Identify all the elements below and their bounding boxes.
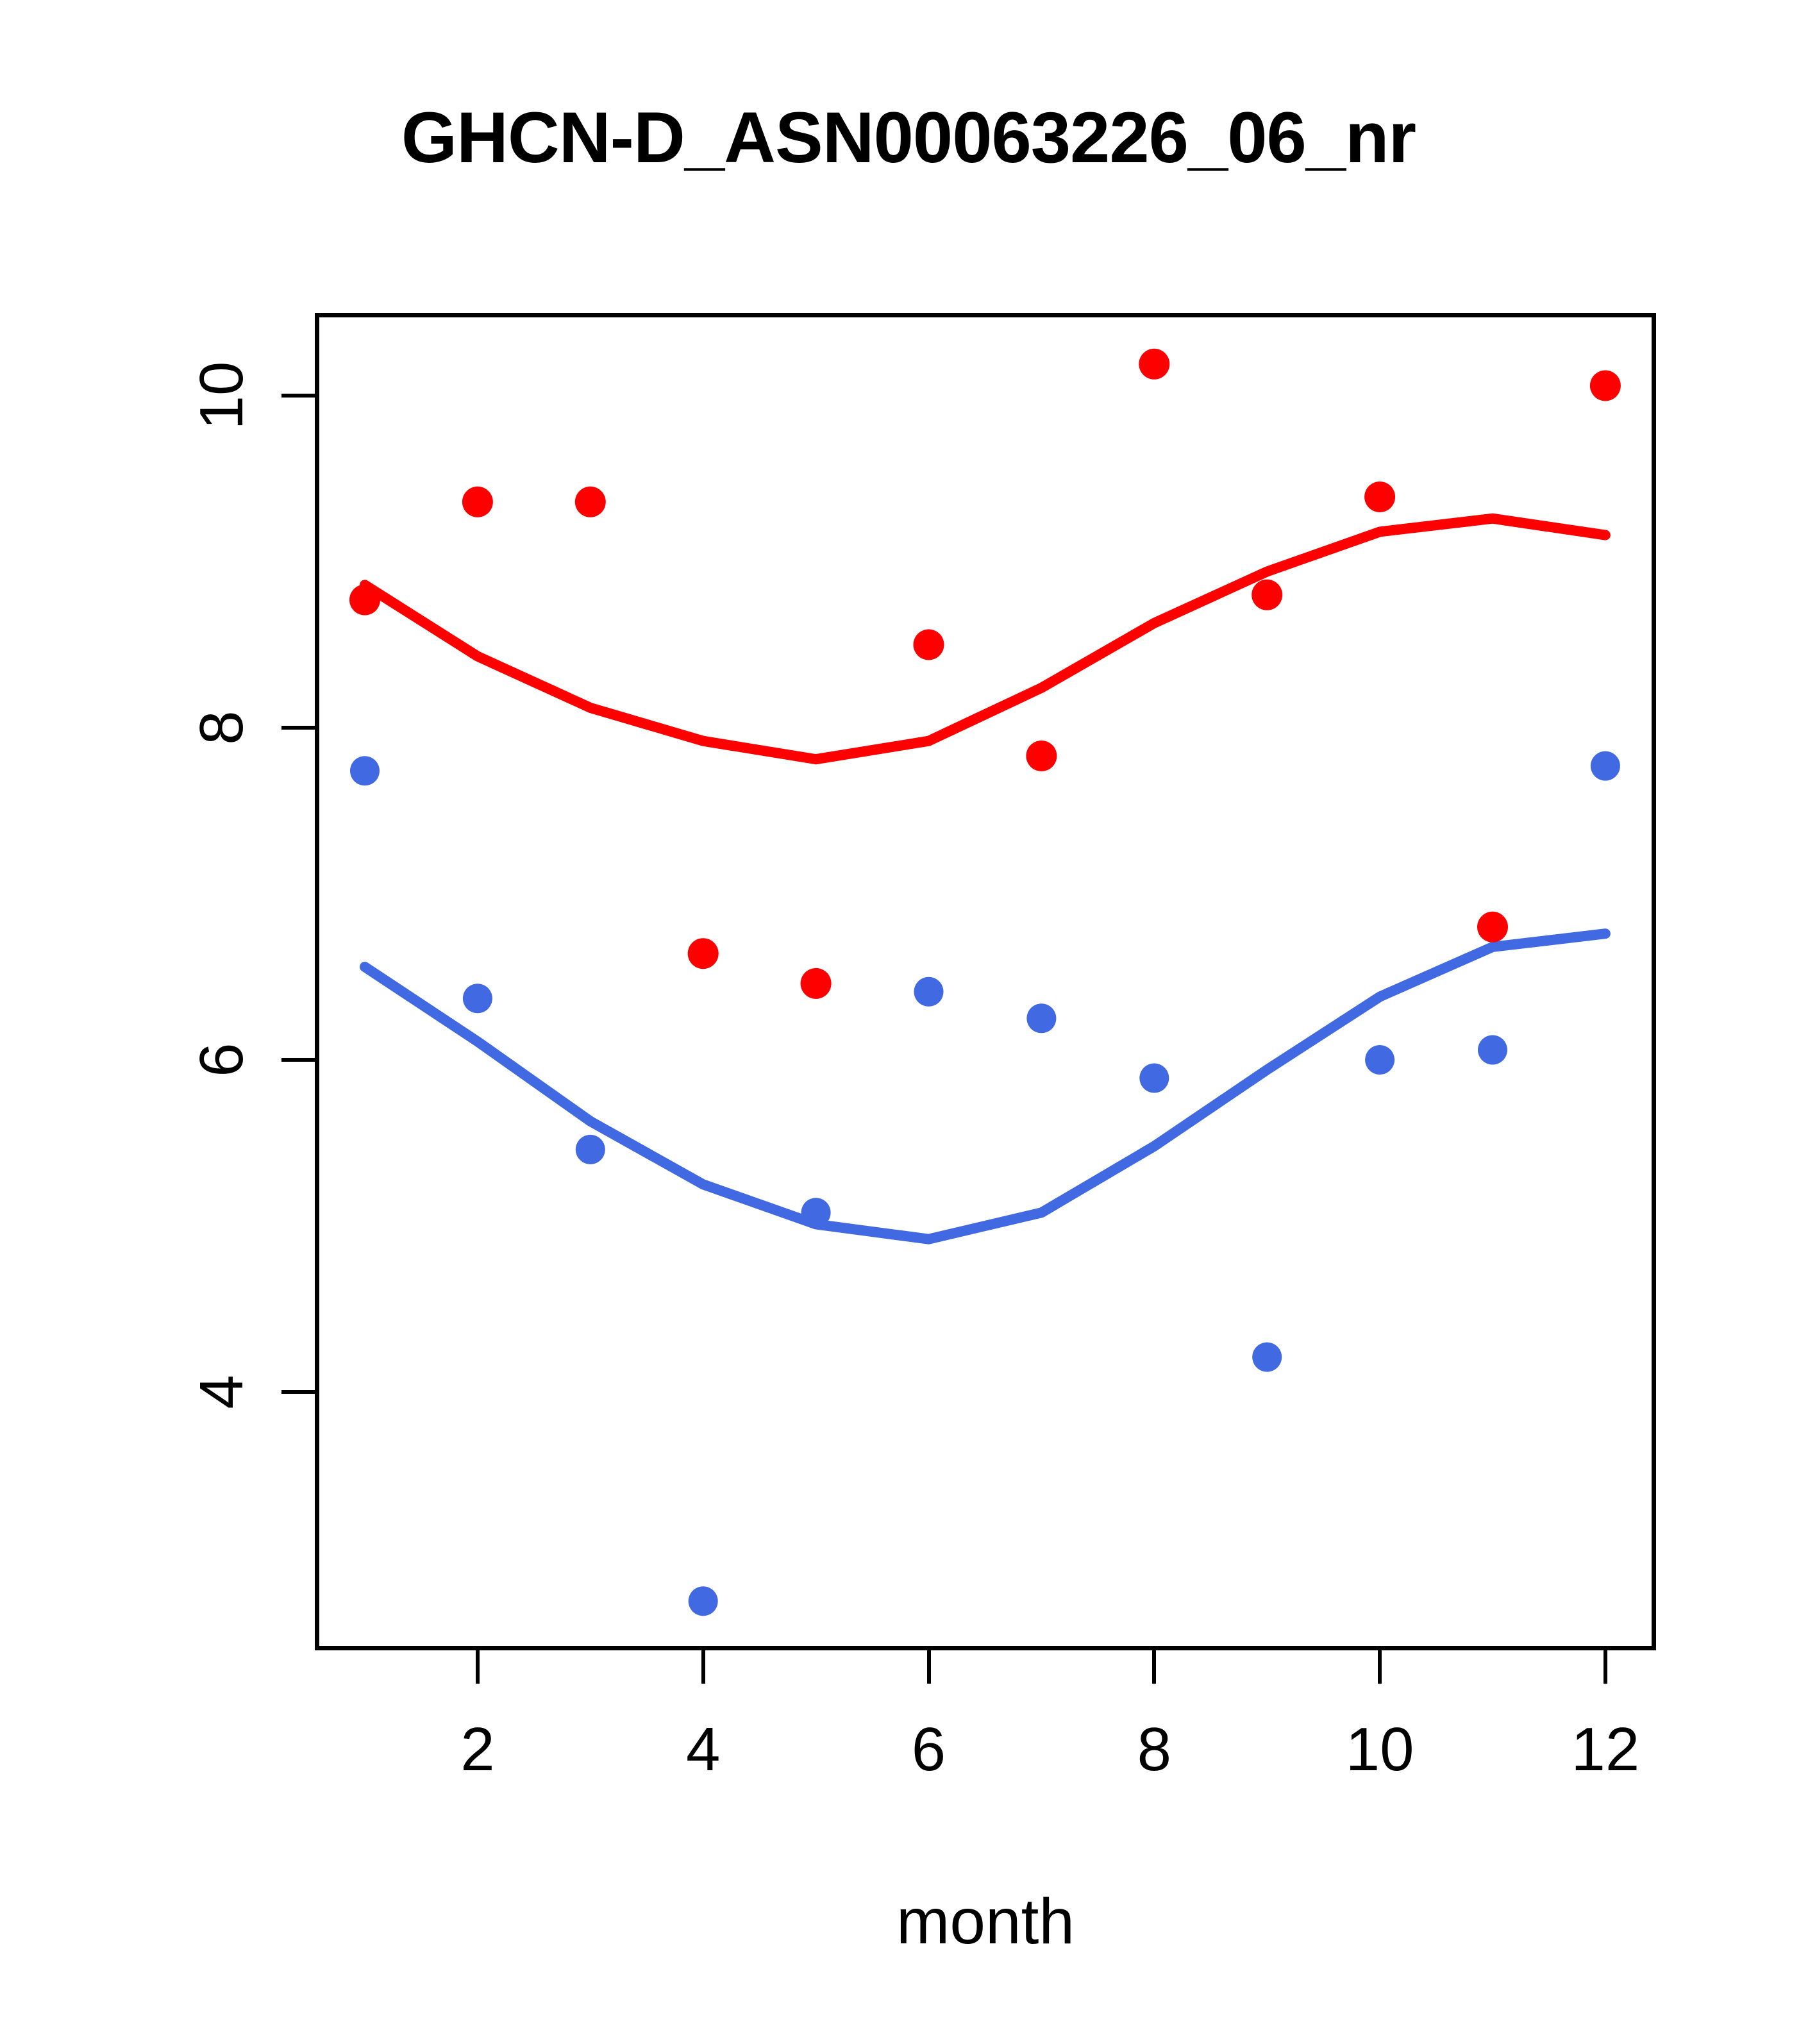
x-axis-tick <box>926 1650 931 1684</box>
page-title: GHCN-D_ASN00063226_06_nr <box>401 97 1416 178</box>
x-axis-tick-label: 12 <box>1571 1715 1640 1784</box>
x-axis-tick <box>1603 1650 1607 1684</box>
y-axis-tick-label: 6 <box>187 1043 256 1077</box>
x-axis-tick <box>1152 1650 1157 1684</box>
x-axis-tick <box>701 1650 705 1684</box>
x-axis-tick-label: 10 <box>1345 1715 1414 1784</box>
y-axis-tick <box>281 726 315 730</box>
y-axis-tick-label: 10 <box>187 361 256 430</box>
x-axis-tick-label: 8 <box>1137 1715 1171 1784</box>
y-axis-tick <box>281 1058 315 1062</box>
x-axis-tick-label: 4 <box>685 1715 721 1784</box>
y-axis-tick <box>281 394 315 398</box>
plot-frame <box>315 313 1656 1650</box>
x-axis-tick <box>475 1650 480 1684</box>
y-axis-tick <box>281 1390 315 1394</box>
y-axis-tick-label: 8 <box>187 710 256 745</box>
x-axis-tick-label: 2 <box>460 1715 495 1784</box>
x-axis-label: month <box>896 1886 1075 1957</box>
x-axis-tick-label: 6 <box>911 1715 946 1784</box>
y-axis-tick-label: 4 <box>187 1375 256 1409</box>
x-axis-tick <box>1378 1650 1382 1684</box>
